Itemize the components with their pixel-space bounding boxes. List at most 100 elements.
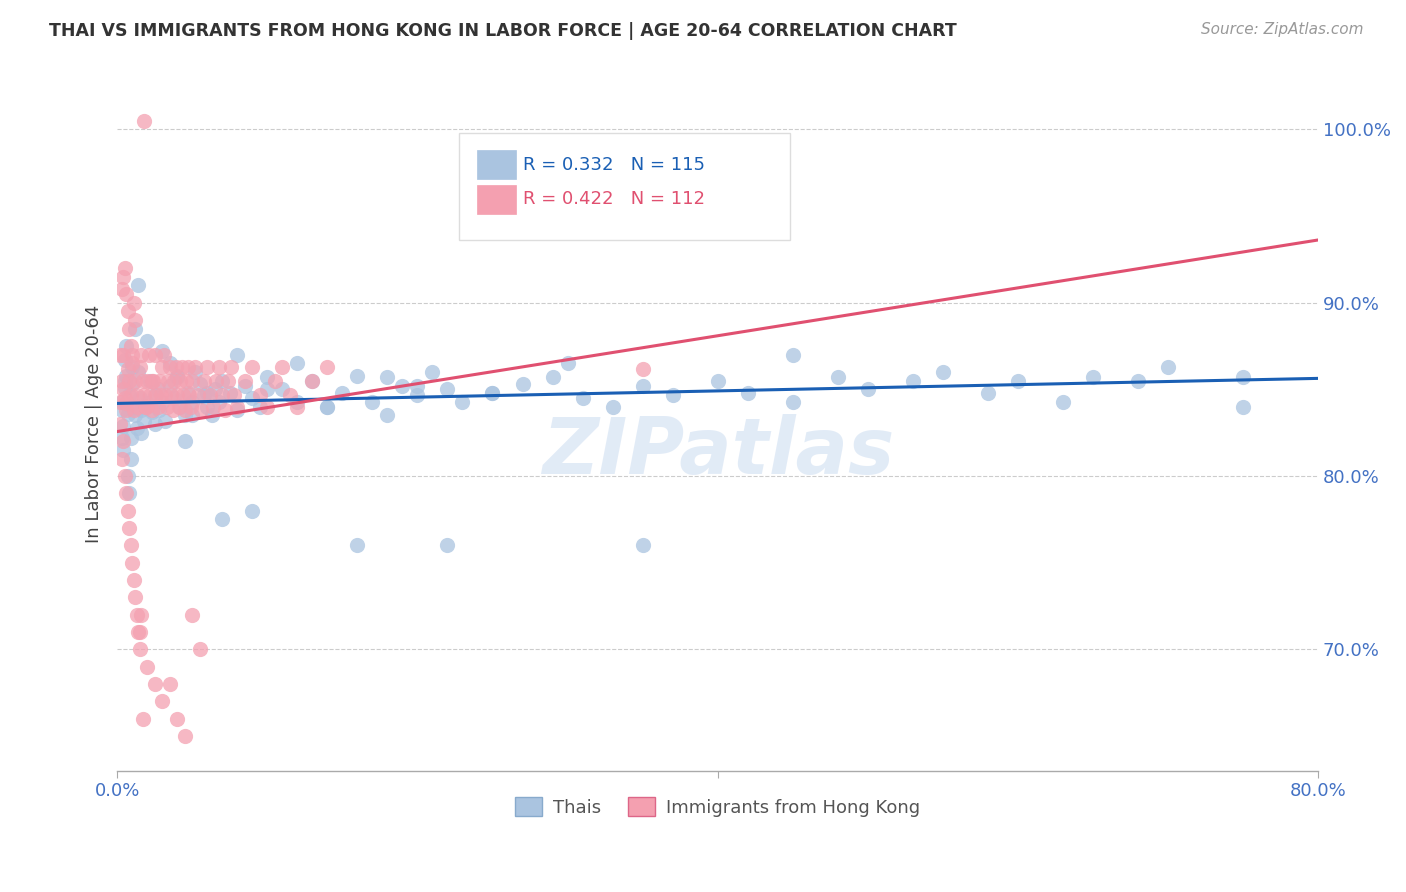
Point	[139, 387, 162, 401]
Point	[481, 385, 503, 400]
Point	[782, 348, 804, 362]
Point	[129, 348, 152, 362]
Point	[115, 339, 138, 353]
Point	[150, 344, 173, 359]
Point	[145, 387, 167, 401]
Point	[1232, 400, 1254, 414]
Point	[172, 387, 194, 401]
Point	[188, 642, 211, 657]
Point	[135, 400, 157, 414]
Point	[391, 379, 413, 393]
Point	[159, 379, 181, 393]
Point	[121, 359, 143, 374]
Point	[114, 353, 136, 368]
Point	[157, 374, 180, 388]
Point	[205, 374, 228, 388]
Point	[301, 374, 323, 388]
Point	[150, 394, 173, 409]
Point	[111, 374, 134, 388]
Point	[233, 374, 256, 388]
Legend: Thais, Immigrants from Hong Kong: Thais, Immigrants from Hong Kong	[508, 790, 928, 824]
Point	[122, 403, 145, 417]
Point	[193, 374, 215, 388]
Point	[114, 374, 136, 388]
Point	[169, 400, 191, 414]
Point	[132, 374, 155, 388]
Point	[112, 348, 135, 362]
Point	[181, 374, 204, 388]
Point	[557, 356, 579, 370]
Point	[224, 387, 246, 401]
Point	[108, 394, 131, 409]
Point	[316, 359, 339, 374]
Point	[125, 420, 148, 434]
Point	[233, 379, 256, 393]
Point	[180, 400, 202, 414]
Point	[661, 387, 683, 401]
Point	[211, 387, 233, 401]
Point	[108, 417, 131, 431]
Point	[173, 729, 195, 743]
Point	[134, 387, 156, 401]
Point	[361, 394, 384, 409]
Point	[129, 425, 152, 440]
Point	[285, 356, 308, 370]
Point	[148, 374, 170, 388]
Point	[141, 405, 163, 419]
Point	[179, 387, 201, 401]
Point	[240, 504, 263, 518]
Point	[115, 396, 138, 410]
Point	[174, 374, 197, 388]
Point	[162, 403, 184, 417]
Point	[159, 677, 181, 691]
Point	[112, 383, 135, 397]
Point	[117, 504, 139, 518]
Point	[118, 486, 141, 500]
FancyBboxPatch shape	[478, 150, 516, 179]
Point	[138, 348, 160, 362]
Point	[346, 368, 368, 383]
Point	[155, 387, 177, 401]
Point	[114, 469, 136, 483]
Point	[208, 394, 231, 409]
Point	[146, 400, 169, 414]
Point	[124, 591, 146, 605]
Point	[195, 359, 218, 374]
Text: THAI VS IMMIGRANTS FROM HONG KONG IN LABOR FORCE | AGE 20-64 CORRELATION CHART: THAI VS IMMIGRANTS FROM HONG KONG IN LAB…	[49, 22, 957, 40]
Point	[187, 387, 209, 401]
Point	[115, 486, 138, 500]
Point	[195, 385, 218, 400]
Point	[169, 374, 191, 388]
Point	[114, 261, 136, 276]
Point	[118, 521, 141, 535]
Point	[1052, 394, 1074, 409]
Point	[827, 370, 849, 384]
Point	[163, 391, 186, 405]
Point	[141, 374, 163, 388]
Point	[451, 394, 474, 409]
Point	[332, 385, 354, 400]
Point	[271, 383, 294, 397]
Point	[120, 387, 142, 401]
Point	[201, 409, 224, 423]
Point	[115, 403, 138, 417]
FancyBboxPatch shape	[478, 185, 516, 214]
Point	[118, 387, 141, 401]
Point	[181, 394, 204, 409]
Point	[512, 377, 534, 392]
Point	[111, 403, 134, 417]
Point	[218, 385, 240, 400]
Point	[111, 394, 134, 409]
Point	[204, 383, 226, 397]
Point	[184, 365, 207, 379]
Point	[143, 677, 166, 691]
Text: Source: ZipAtlas.com: Source: ZipAtlas.com	[1201, 22, 1364, 37]
Point	[122, 400, 145, 414]
Point	[481, 385, 503, 400]
Point	[117, 361, 139, 376]
Point	[173, 434, 195, 449]
Point	[631, 361, 654, 376]
Point	[1081, 370, 1104, 384]
Point	[240, 359, 263, 374]
Point	[166, 387, 188, 401]
